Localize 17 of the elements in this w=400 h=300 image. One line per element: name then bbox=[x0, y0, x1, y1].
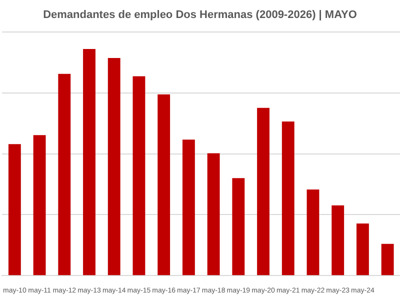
bar bbox=[207, 153, 220, 276]
bar bbox=[58, 74, 71, 276]
bar bbox=[132, 76, 146, 276]
bar bbox=[158, 94, 170, 276]
bar bbox=[232, 178, 245, 276]
bar bbox=[332, 205, 344, 276]
chart-title: Demandantes de empleo Dos Hermanas (2009-2026) | MAYO bbox=[42, 8, 358, 23]
bar bbox=[306, 189, 320, 276]
bar bbox=[182, 140, 195, 276]
bar bbox=[381, 244, 394, 276]
bar bbox=[356, 223, 369, 276]
bar bbox=[282, 122, 294, 276]
bar bbox=[33, 135, 46, 276]
bar bbox=[83, 48, 96, 276]
bar bbox=[257, 108, 270, 276]
bar bbox=[8, 144, 21, 276]
bar bbox=[108, 58, 120, 276]
